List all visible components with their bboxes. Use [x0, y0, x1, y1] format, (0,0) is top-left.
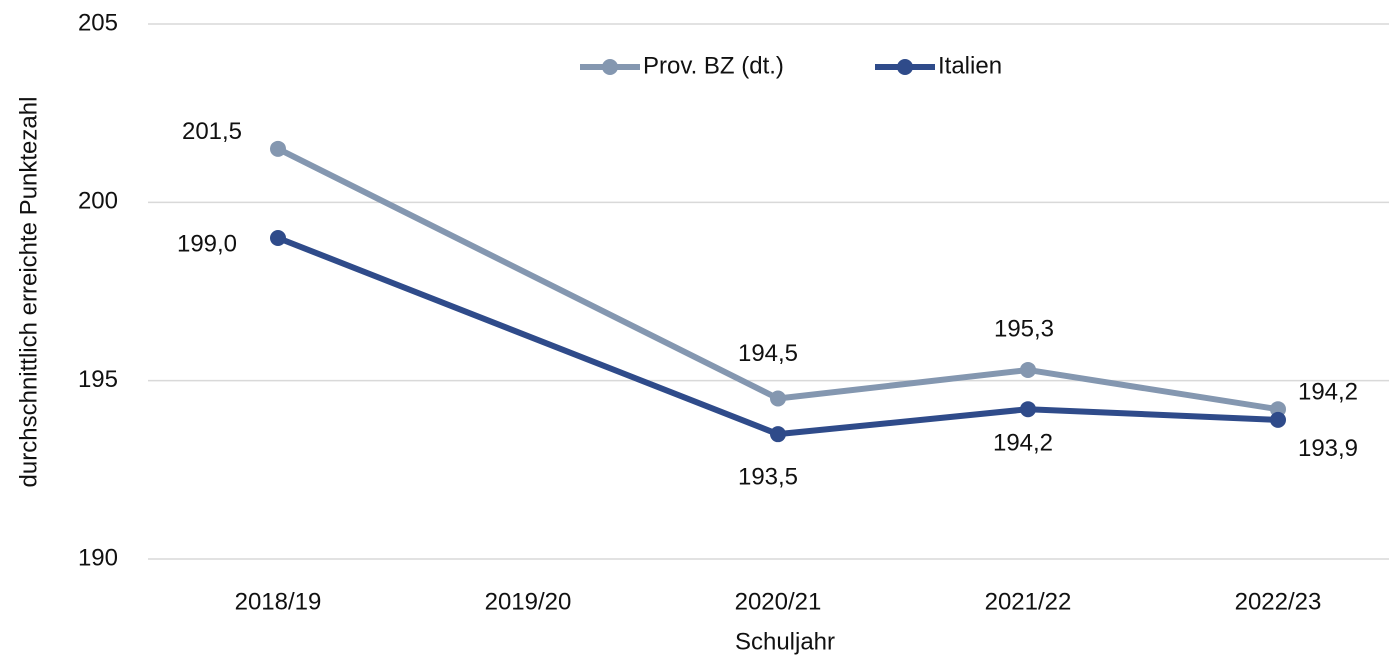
legend-label: Prov. BZ (dt.) — [643, 52, 784, 79]
x-axis-title: Schuljahr — [735, 628, 835, 655]
data-label: 195,3 — [994, 315, 1054, 342]
data-label: 193,9 — [1298, 435, 1358, 462]
x-tick-label: 2019/20 — [485, 588, 572, 615]
x-tick-label: 2018/19 — [235, 588, 322, 615]
point — [270, 230, 286, 246]
data-label: 194,2 — [993, 430, 1053, 457]
legend-marker — [602, 59, 618, 75]
data-label: 199,0 — [177, 230, 237, 257]
legend-label: Italien — [938, 52, 1002, 79]
y-tick-label: 190 — [78, 544, 118, 571]
y-tick-label: 205 — [78, 9, 118, 36]
y-axis-title: durchschnittlich erreichte Punktezahl — [15, 97, 42, 488]
data-label: 201,5 — [182, 118, 242, 145]
x-tick-label: 2021/22 — [985, 588, 1072, 615]
line-segment — [275, 235, 781, 438]
point — [1020, 401, 1036, 418]
line-segment — [775, 366, 1031, 402]
data-label: 194,5 — [738, 340, 798, 367]
line-segment — [1025, 366, 1281, 413]
point — [770, 426, 786, 443]
line-segment — [775, 406, 1031, 438]
data-label: 194,2 — [1298, 379, 1358, 406]
data-label: 193,5 — [738, 464, 798, 491]
legend-marker — [897, 59, 913, 75]
point — [770, 390, 786, 407]
point — [1270, 411, 1286, 428]
x-tick-label: 2022/23 — [1235, 588, 1322, 615]
point — [270, 140, 286, 157]
point — [1020, 361, 1036, 378]
y-tick-label: 195 — [78, 366, 118, 393]
line-segment — [1025, 406, 1281, 423]
line-segment — [275, 145, 781, 402]
y-tick-label: 200 — [78, 188, 118, 215]
x-tick-label: 2020/21 — [735, 588, 822, 615]
